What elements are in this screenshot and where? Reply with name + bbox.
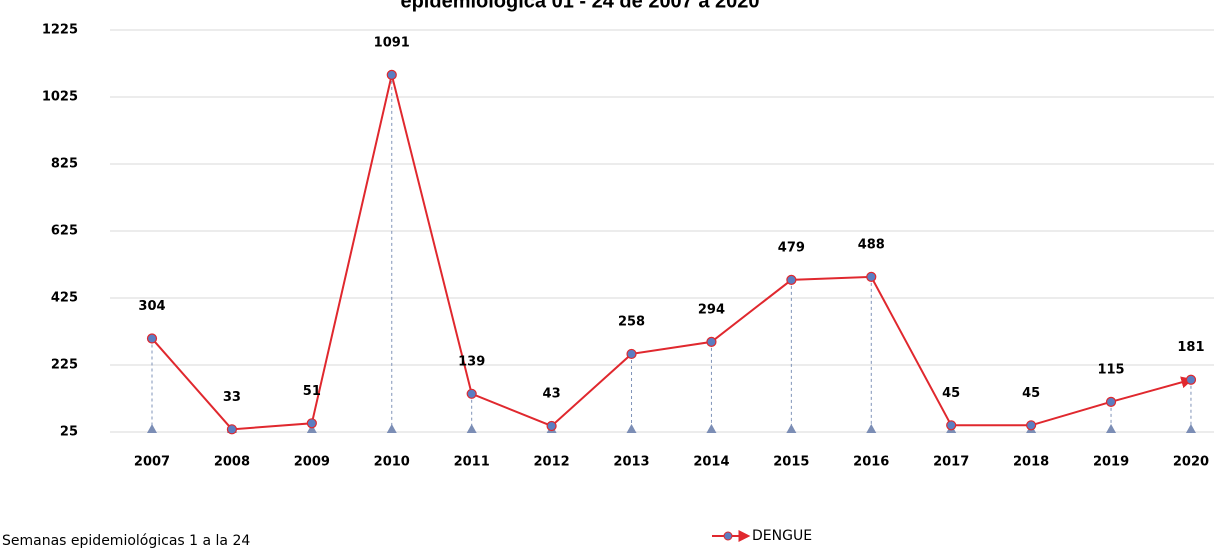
y-tick-label: 825 <box>51 157 78 172</box>
base-marker <box>386 424 397 433</box>
y-tick-label: 25 <box>60 425 78 440</box>
x-axis-label: Semanas epidemiológicas 1 a la 24 <box>2 533 250 549</box>
value-label: 181 <box>1177 340 1204 355</box>
base-marker <box>147 424 157 433</box>
base-marker <box>626 424 637 433</box>
x-tick-label: 2016 <box>853 455 889 470</box>
y-tick-label: 1225 <box>42 23 78 38</box>
y-tick-label: 1025 <box>42 90 78 105</box>
x-tick-label: 2018 <box>1013 455 1049 470</box>
base-marker <box>306 424 317 433</box>
x-tick-label: 2009 <box>294 455 330 470</box>
value-label: 479 <box>778 240 805 255</box>
legend-label: DENGUE <box>752 528 812 544</box>
x-tick-label: 2012 <box>534 455 570 470</box>
base-marker <box>866 424 877 433</box>
legend-marker <box>723 531 733 541</box>
point <box>1185 374 1197 385</box>
value-label: 45 <box>942 386 960 401</box>
x-tick-label: 2020 <box>1173 455 1209 470</box>
point <box>226 424 238 435</box>
point <box>546 420 557 432</box>
point <box>146 333 158 344</box>
value-label: 1091 <box>374 35 410 50</box>
point <box>306 418 317 429</box>
point <box>786 274 797 286</box>
value-label: 33 <box>223 390 241 405</box>
base-marker <box>1185 424 1196 433</box>
x-tick-label: 2015 <box>773 455 809 470</box>
base-marker <box>786 424 797 433</box>
y-tick-label: 425 <box>51 291 78 306</box>
x-tick-label: 2008 <box>214 455 250 470</box>
x-tick-label: 2011 <box>454 455 490 470</box>
point <box>1026 420 1037 431</box>
point <box>866 271 877 282</box>
value-label: 115 <box>1097 362 1124 377</box>
point <box>1105 396 1117 407</box>
value-label: 43 <box>543 386 561 401</box>
point <box>466 388 477 399</box>
base-marker <box>1106 424 1117 433</box>
point <box>386 69 397 80</box>
x-tick-label: 2007 <box>134 455 170 470</box>
base-marker <box>706 424 717 433</box>
chart-title: epidemiológica 01 - 24 de 2007 a 2020 <box>400 0 759 12</box>
x-tick-label: 2019 <box>1093 455 1129 470</box>
x-tick-label: 2017 <box>933 455 969 470</box>
y-tick-label: 225 <box>51 358 78 373</box>
x-tick-label: 2013 <box>613 455 649 470</box>
point <box>626 348 637 360</box>
base-marker <box>466 424 477 433</box>
value-label: 304 <box>138 299 165 314</box>
x-tick-label: 2014 <box>693 455 729 470</box>
value-label: 488 <box>858 237 885 252</box>
value-label: 258 <box>618 314 645 329</box>
value-label: 294 <box>698 302 725 317</box>
series-line <box>151 74 1194 431</box>
value-label: 45 <box>1022 386 1040 401</box>
value-label: 51 <box>303 384 321 399</box>
point <box>946 420 957 431</box>
x-tick-label: 2010 <box>374 455 410 470</box>
y-tick-label: 625 <box>51 224 78 239</box>
value-label: 139 <box>458 354 485 369</box>
point <box>706 336 717 347</box>
